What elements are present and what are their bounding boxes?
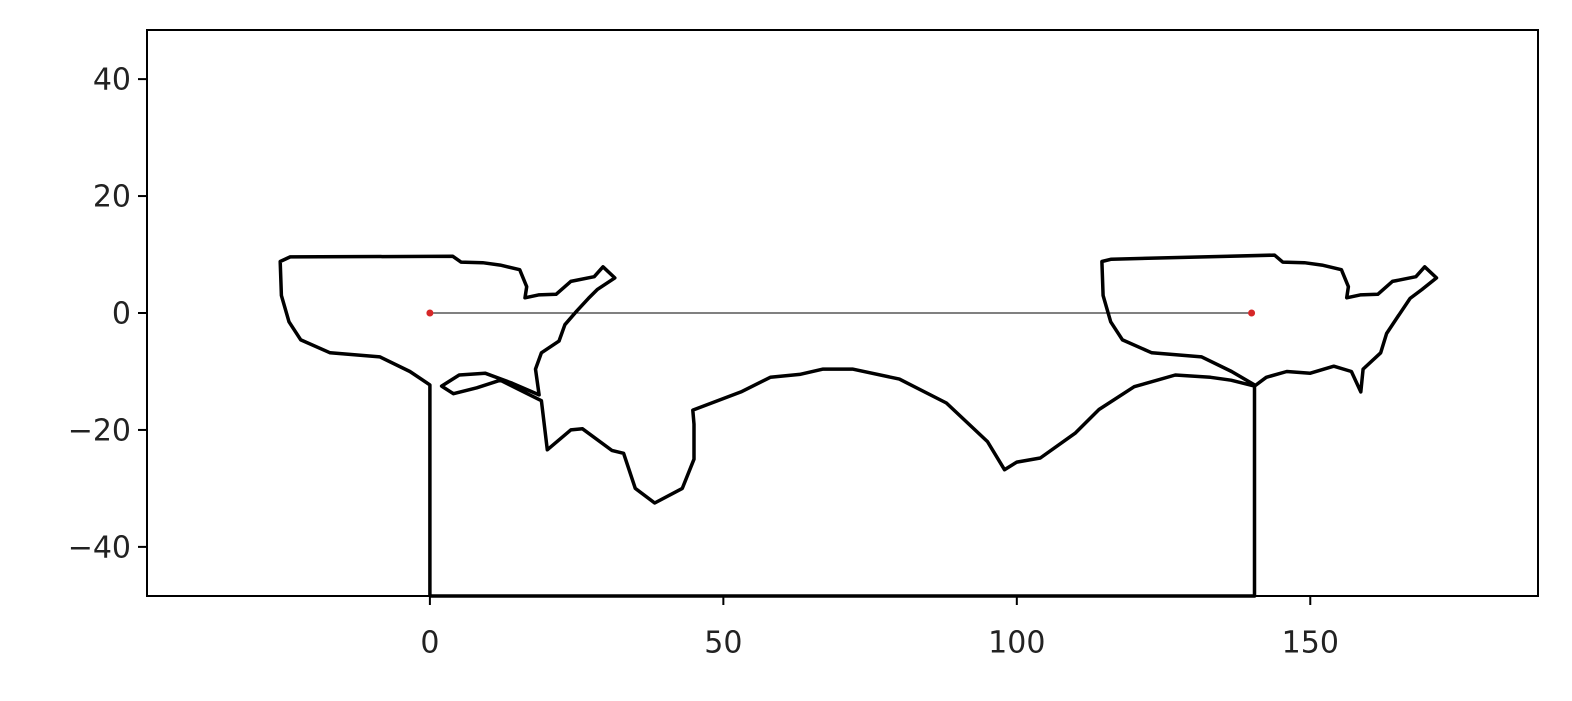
y-tick-label: −40 [68, 530, 131, 565]
point [1248, 309, 1256, 317]
x-tick-label: 100 [988, 626, 1045, 661]
point [426, 309, 434, 317]
x-tick-label: 50 [704, 626, 742, 661]
y-tick-label: 40 [93, 63, 131, 98]
x-tick-label: 0 [420, 626, 439, 661]
y-tick-label: 0 [112, 297, 131, 332]
plot-frame [146, 29, 1539, 597]
y-tick-label: −20 [68, 413, 131, 448]
x-tick-label: 150 [1282, 626, 1339, 661]
y-tick-label: 20 [93, 180, 131, 215]
series-line [278, 253, 1439, 598]
